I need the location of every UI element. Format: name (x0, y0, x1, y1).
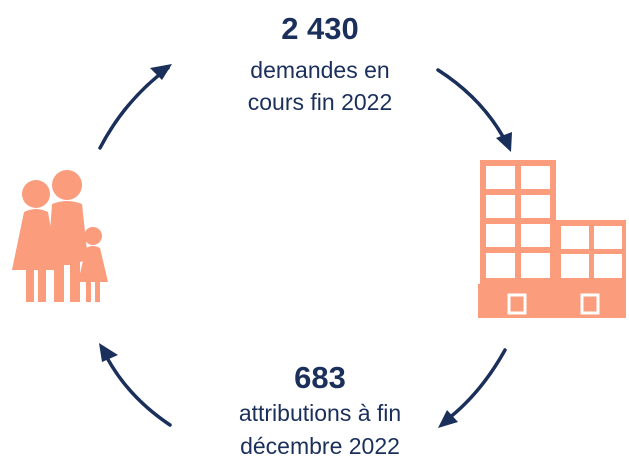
top-label-line: cours fin 2022 (248, 89, 392, 115)
arrowhead (496, 132, 512, 152)
family-icon (12, 170, 108, 302)
arrows (98, 64, 512, 428)
building-icon (478, 160, 626, 318)
arrowhead (150, 64, 172, 80)
bottom-label-line: attributions à fin (239, 400, 401, 426)
arrow (436, 68, 510, 148)
arrowhead (438, 410, 458, 428)
arrow (98, 66, 170, 150)
bottom-value: 683 (294, 360, 346, 395)
arrow (442, 348, 507, 424)
bottom-label-line: décembre 2022 (240, 433, 400, 459)
arrow (101, 348, 172, 427)
top-value: 2 430 (281, 11, 359, 46)
top-label-line: demandes en (250, 57, 389, 83)
arrowhead (99, 343, 118, 362)
